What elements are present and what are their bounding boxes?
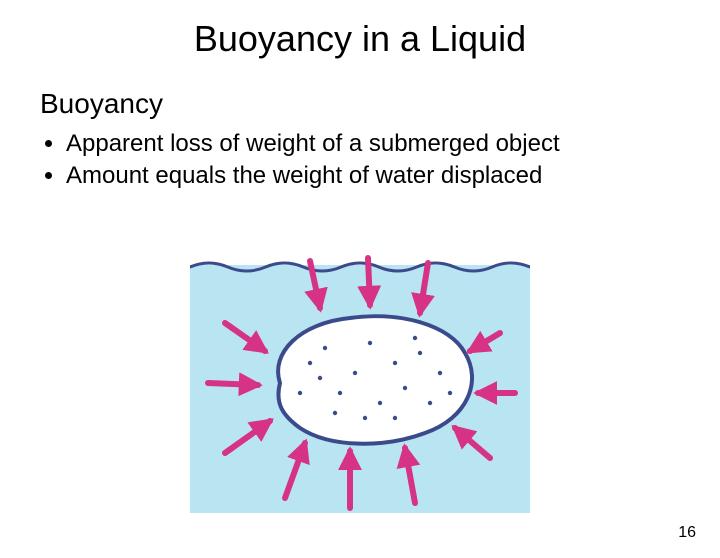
slide-subtitle: Buoyancy <box>40 88 720 120</box>
page-number: 16 <box>678 524 696 542</box>
bullet-list: Apparent loss of weight of a submerged o… <box>40 128 720 193</box>
slide: Buoyancy in a Liquid Buoyancy Apparent l… <box>0 18 720 558</box>
list-item: Amount equals the weight of water displa… <box>66 160 720 192</box>
list-item: Apparent loss of weight of a submerged o… <box>66 128 720 160</box>
slide-title: Buoyancy in a Liquid <box>0 18 720 60</box>
buoyancy-diagram <box>190 253 530 513</box>
diagram-svg <box>190 253 530 513</box>
